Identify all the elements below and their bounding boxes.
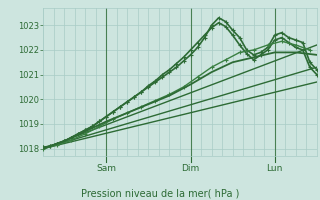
Text: Dim: Dim bbox=[181, 164, 200, 173]
Text: Sam: Sam bbox=[96, 164, 116, 173]
Text: Lun: Lun bbox=[267, 164, 283, 173]
Text: Pression niveau de la mer( hPa ): Pression niveau de la mer( hPa ) bbox=[81, 188, 239, 198]
